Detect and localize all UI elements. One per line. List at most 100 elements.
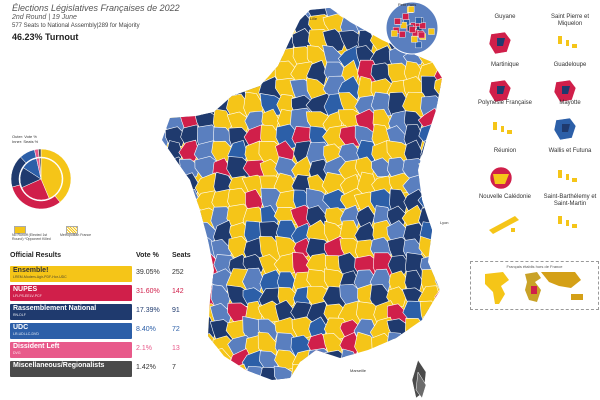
- constituency: [433, 332, 442, 356]
- party-row: UDC LR-UDI-LC-DVD 8.40% 72: [10, 323, 188, 339]
- constituency: [438, 382, 460, 400]
- legend-swatch-hatched: [66, 226, 78, 234]
- constituency: [245, 28, 270, 57]
- constituency: [337, 45, 363, 70]
- constituency: [177, 316, 203, 348]
- constituency: [242, 43, 266, 72]
- constituency: [162, 254, 173, 278]
- constituency: [164, 77, 193, 99]
- constituency: [436, 12, 442, 35]
- party-color-box: NUPES LFI-PS-EELV-PCF: [10, 285, 132, 301]
- party-vote: 1.42%: [136, 364, 156, 371]
- paris-constituency: [391, 30, 398, 37]
- constituency: [437, 44, 442, 66]
- overseas-label: Wallis et Futuna: [548, 148, 592, 154]
- constituency: [178, 13, 208, 40]
- constituency: [274, 8, 299, 22]
- overseas-territory-shape: [558, 170, 577, 182]
- constituency: [179, 220, 203, 247]
- party-subtitle: LREM-Modem-Agir-PDF-Hor-UDC: [13, 275, 67, 279]
- constituency: [162, 335, 171, 358]
- constituency: [180, 268, 206, 296]
- pie-slice: [40, 157, 63, 199]
- overseas-label: Guadeloupe: [553, 62, 587, 68]
- constituency: [436, 316, 442, 346]
- constituency: [163, 174, 184, 199]
- paris-constituency: [400, 22, 407, 29]
- constituency: [434, 125, 442, 147]
- constituency: [162, 236, 190, 267]
- americas-shape: [485, 272, 509, 304]
- lyon-label: Lyon: [440, 220, 449, 225]
- party-name: NUPES: [13, 286, 38, 293]
- constituency: [164, 253, 191, 285]
- party-name: Dissident Left: [13, 343, 60, 350]
- pie-outer-ring: [10, 148, 72, 210]
- col-vote-header: Vote %: [136, 252, 159, 259]
- constituency: [420, 316, 442, 348]
- constituency: [258, 29, 284, 58]
- constituency: [196, 380, 214, 400]
- constituency: [405, 317, 428, 348]
- constituency: [197, 44, 224, 72]
- overseas-territory-shape: [553, 79, 577, 103]
- constituency: [163, 319, 188, 349]
- constituency: [437, 141, 442, 169]
- constituency: [322, 364, 347, 380]
- constituency: [162, 13, 167, 40]
- constituency: [163, 28, 188, 54]
- constituency: [434, 107, 442, 134]
- corsica-region-2: [415, 371, 427, 399]
- col-seats-header: Seats: [172, 252, 191, 259]
- constituency: [162, 221, 175, 244]
- overseas-label: Saint-Barthélemy et Saint-Martin: [543, 194, 597, 207]
- constituency: [243, 8, 270, 24]
- party-row: Ensemble! LREM-Modem-Agir-PDF-Hor-UDC 39.0…: [10, 266, 188, 282]
- constituency: [162, 318, 170, 340]
- paris-constituency: [407, 6, 415, 13]
- constituency: [178, 365, 208, 380]
- party-name: Rassemblement National: [13, 305, 97, 312]
- constituency: [162, 220, 188, 249]
- paris-constituency: [399, 31, 406, 38]
- party-row: NUPES LFI-PS-EELV-PCF 31.60% 142: [10, 285, 188, 301]
- constituency: [180, 285, 201, 310]
- constituency: [259, 14, 281, 44]
- party-color-box: Ensemble! LREM-Modem-Agir-PDF-Hor-UDC: [10, 266, 132, 282]
- constituency: [437, 205, 442, 231]
- constituency: [162, 28, 170, 61]
- overseas-territory-shape: [493, 122, 512, 134]
- constituency: [225, 29, 253, 51]
- constituency: [210, 13, 238, 42]
- constituency: [178, 47, 200, 72]
- constituency: [194, 59, 217, 83]
- constituency: [162, 13, 184, 44]
- constituency: [162, 77, 168, 107]
- party-name: Miscellaneous/Regionalists: [13, 362, 105, 369]
- constituency: [162, 236, 176, 264]
- legend-swatch-pure: [14, 226, 26, 234]
- overseas-territory-shape: [489, 216, 519, 234]
- pie-key-label: Outer: Vote % Inner: Seats %: [12, 134, 39, 144]
- constituency: [165, 268, 191, 293]
- figure-subtitle: 2nd Round | 19 June: [12, 14, 77, 21]
- overseas-label: Guyane: [494, 14, 516, 20]
- constituency: [353, 8, 382, 27]
- overseas-territory-shape: [558, 36, 577, 48]
- overseas-territory-shape: [488, 31, 512, 55]
- paris-inset-label: Petit Paris: [398, 2, 416, 7]
- constituency: [179, 383, 199, 400]
- overseas-territory-shape: [489, 166, 513, 190]
- pie-slice: [39, 157, 42, 180]
- constituency: [162, 205, 172, 236]
- constituency: [226, 13, 252, 43]
- constituency: [258, 8, 286, 25]
- party-vote: 8.40%: [136, 326, 156, 333]
- constituency: [290, 363, 313, 380]
- overseas-label: Polynésie Française: [477, 100, 533, 106]
- party-vote: 31.60%: [136, 288, 160, 295]
- constituency: [211, 27, 239, 62]
- constituency: [419, 300, 442, 329]
- constituency: [162, 158, 168, 189]
